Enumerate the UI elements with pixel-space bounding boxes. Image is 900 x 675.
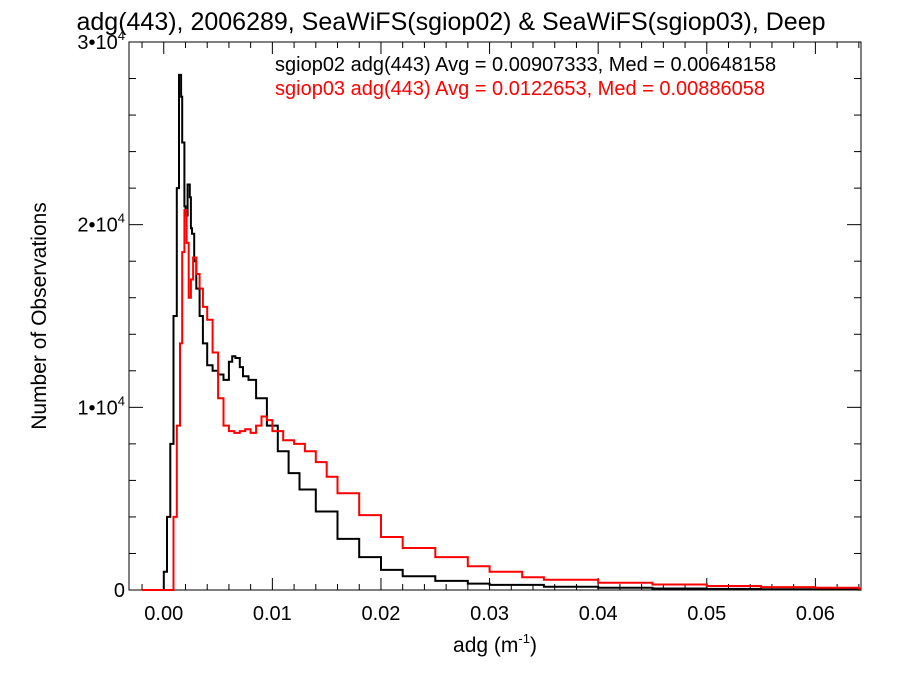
x-tick-label: 0.06 bbox=[796, 603, 835, 625]
x-tick-label: 0.01 bbox=[253, 603, 292, 625]
y-tick-label: 1•104 bbox=[77, 393, 125, 419]
plot-area: 0.00 0.01 0.02 0.03 0.04 0.05 0.06 0 1•104 2•104… bbox=[77, 28, 862, 625]
y-axis-label: Number of Observations bbox=[28, 202, 51, 430]
x-tick-label: 0.04 bbox=[579, 603, 618, 625]
x-tick-label: 0.02 bbox=[361, 603, 400, 625]
legend: sgiop02 adg(443) Avg = 0.00907333, Med =… bbox=[275, 54, 776, 100]
y-tick-label: 3•104 bbox=[77, 28, 125, 54]
x-axis-ticks: 0.00 0.01 0.02 0.03 0.04 0.05 0.06 bbox=[141, 42, 860, 625]
legend-entry-2: sgiop03 adg(443) Avg = 0.0122653, Med = … bbox=[275, 78, 765, 100]
y-axis-ticks: 0 1•104 2•104 3•104 bbox=[77, 28, 861, 602]
x-tick-label: 0.03 bbox=[470, 603, 509, 625]
x-tick-label: 0.00 bbox=[144, 603, 183, 625]
x-tick-label: 0.05 bbox=[687, 603, 726, 625]
y-tick-label: 0 bbox=[114, 580, 125, 602]
x-axis-label-close: ) bbox=[530, 634, 537, 657]
x-axis-label-text: adg (m bbox=[453, 634, 518, 657]
legend-entry-1: sgiop02 adg(443) Avg = 0.00907333, Med =… bbox=[275, 54, 776, 76]
series-1-histogram bbox=[142, 73, 861, 591]
y-tick-label: 2•104 bbox=[77, 211, 125, 237]
plot-frame bbox=[128, 41, 862, 591]
series-2-histogram bbox=[142, 209, 861, 591]
series-layer bbox=[142, 73, 861, 591]
x-axis-label-superscript: -1 bbox=[518, 631, 530, 646]
chart-title: adg(443), 2006289, SeaWiFS(sgiop02) & Se… bbox=[76, 8, 825, 36]
x-axis-label: adg (m-1) bbox=[453, 631, 537, 657]
